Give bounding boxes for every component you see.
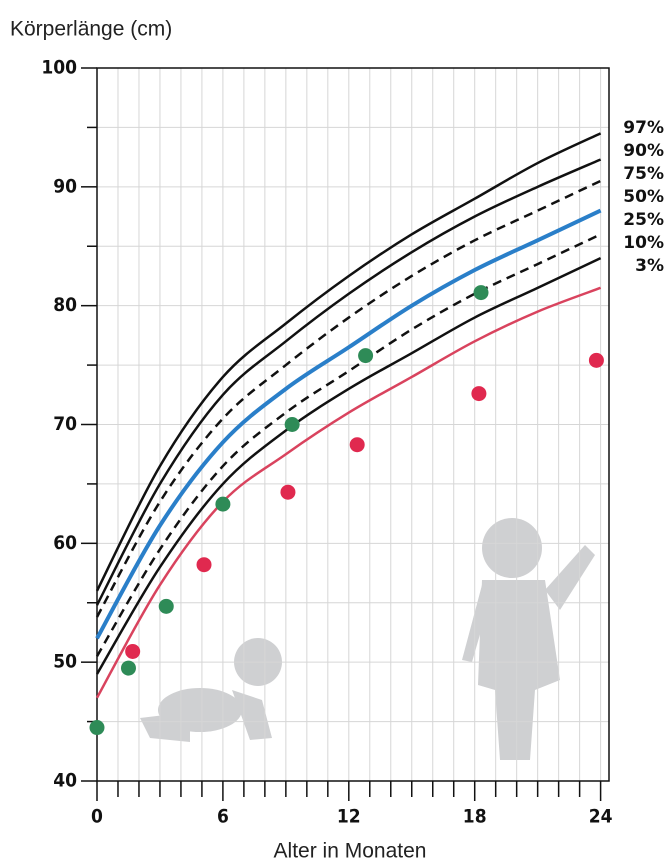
point <box>215 497 230 512</box>
point <box>197 557 212 572</box>
y-tick-label: 100 <box>41 57 77 79</box>
y-tick-label: 80 <box>53 294 77 316</box>
silhouettes <box>140 518 595 760</box>
point <box>358 348 373 363</box>
legend-label: 75% <box>623 164 664 184</box>
legend-label: 10% <box>623 233 664 253</box>
point <box>90 720 105 735</box>
legend-label: 97% <box>623 118 664 138</box>
chart: Körperlänge (cm) Alter in Monaten 405060… <box>0 0 669 867</box>
point <box>285 417 300 432</box>
y-tick-label: 90 <box>53 175 77 197</box>
point <box>121 661 136 676</box>
y-tick-label: 50 <box>53 651 77 673</box>
point <box>125 644 140 659</box>
legend-label: 3% <box>635 256 664 276</box>
x-tick-label: 12 <box>337 806 361 828</box>
legend-label: 25% <box>623 210 664 230</box>
x-tick-label: 18 <box>463 806 487 828</box>
point <box>471 386 486 401</box>
x-tick-label: 24 <box>589 806 613 828</box>
point <box>589 353 604 368</box>
point <box>350 437 365 452</box>
y-tick-label: 40 <box>53 770 77 792</box>
point <box>474 285 489 300</box>
point <box>159 599 174 614</box>
legend-label: 50% <box>623 187 664 207</box>
x-axis-title: Alter in Monaten <box>274 840 427 863</box>
x-tick-label: 0 <box>91 806 103 828</box>
y-tick-label: 60 <box>53 532 77 554</box>
y-tick-label: 70 <box>53 413 77 435</box>
x-tick-label: 6 <box>217 806 229 828</box>
y-axis-title: Körperlänge (cm) <box>10 18 172 41</box>
point <box>280 485 295 500</box>
legend-label: 90% <box>623 141 664 161</box>
